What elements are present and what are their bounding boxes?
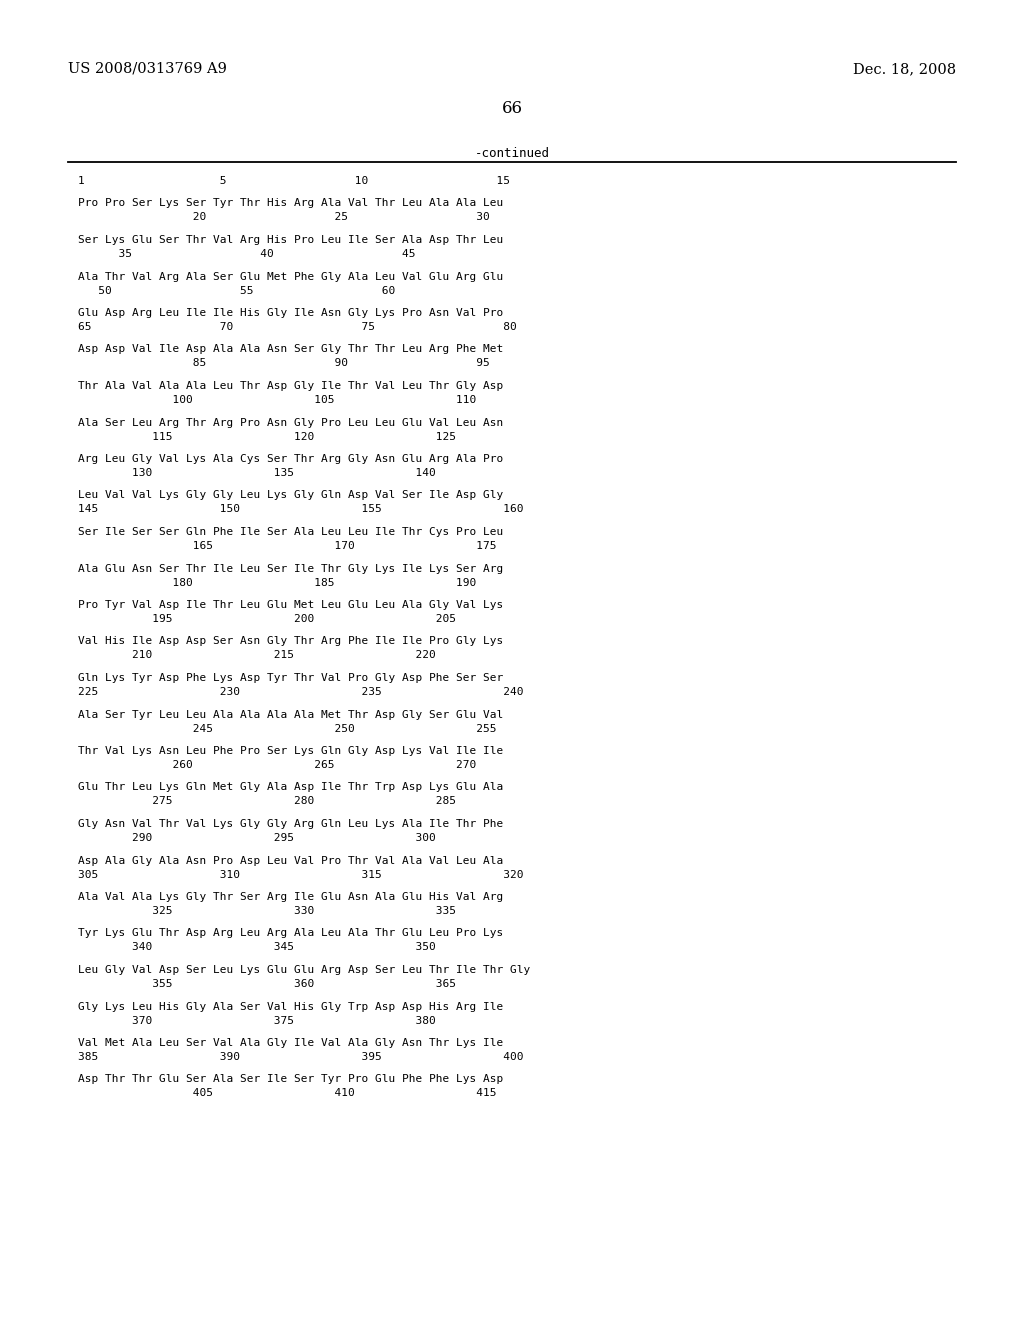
Text: 325                  330                  335: 325 330 335 — [78, 906, 456, 916]
Text: 85                   90                   95: 85 90 95 — [78, 359, 489, 368]
Text: 130                  135                  140: 130 135 140 — [78, 469, 436, 478]
Text: Gln Lys Tyr Asp Phe Lys Asp Tyr Thr Val Pro Gly Asp Phe Ser Ser: Gln Lys Tyr Asp Phe Lys Asp Tyr Thr Val … — [78, 673, 503, 682]
Text: -continued: -continued — [474, 147, 550, 160]
Text: Asp Ala Gly Ala Asn Pro Asp Leu Val Pro Thr Val Ala Val Leu Ala: Asp Ala Gly Ala Asn Pro Asp Leu Val Pro … — [78, 855, 503, 866]
Text: 260                  265                  270: 260 265 270 — [78, 760, 476, 770]
Text: Ser Lys Glu Ser Thr Val Arg His Pro Leu Ile Ser Ala Asp Thr Leu: Ser Lys Glu Ser Thr Val Arg His Pro Leu … — [78, 235, 503, 246]
Text: Asp Asp Val Ile Asp Ala Ala Asn Ser Gly Thr Thr Leu Arg Phe Met: Asp Asp Val Ile Asp Ala Ala Asn Ser Gly … — [78, 345, 503, 355]
Text: 355                  360                  365: 355 360 365 — [78, 979, 456, 989]
Text: Glu Thr Leu Lys Gln Met Gly Ala Asp Ile Thr Trp Asp Lys Glu Ala: Glu Thr Leu Lys Gln Met Gly Ala Asp Ile … — [78, 783, 503, 792]
Text: 290                  295                  300: 290 295 300 — [78, 833, 436, 843]
Text: 225                  230                  235                  240: 225 230 235 240 — [78, 686, 523, 697]
Text: Ala Ser Leu Arg Thr Arg Pro Asn Gly Pro Leu Leu Glu Val Leu Asn: Ala Ser Leu Arg Thr Arg Pro Asn Gly Pro … — [78, 417, 503, 428]
Text: 50                   55                   60: 50 55 60 — [78, 285, 395, 296]
Text: 275                  280                  285: 275 280 285 — [78, 796, 456, 807]
Text: Thr Ala Val Ala Ala Leu Thr Asp Gly Ile Thr Val Leu Thr Gly Asp: Thr Ala Val Ala Ala Leu Thr Asp Gly Ile … — [78, 381, 503, 391]
Text: 385                  390                  395                  400: 385 390 395 400 — [78, 1052, 523, 1063]
Text: 165                  170                  175: 165 170 175 — [78, 541, 497, 550]
Text: 1                    5                   10                   15: 1 5 10 15 — [78, 176, 510, 186]
Text: Tyr Lys Glu Thr Asp Arg Leu Arg Ala Leu Ala Thr Glu Leu Pro Lys: Tyr Lys Glu Thr Asp Arg Leu Arg Ala Leu … — [78, 928, 503, 939]
Text: 35                   40                   45: 35 40 45 — [78, 249, 416, 259]
Text: 115                  120                  125: 115 120 125 — [78, 432, 456, 441]
Text: Val His Ile Asp Asp Ser Asn Gly Thr Arg Phe Ile Ile Pro Gly Lys: Val His Ile Asp Asp Ser Asn Gly Thr Arg … — [78, 636, 503, 647]
Text: Val Met Ala Leu Ser Val Ala Gly Ile Val Ala Gly Asn Thr Lys Ile: Val Met Ala Leu Ser Val Ala Gly Ile Val … — [78, 1038, 503, 1048]
Text: 20                   25                   30: 20 25 30 — [78, 213, 489, 223]
Text: 145                  150                  155                  160: 145 150 155 160 — [78, 504, 523, 515]
Text: 180                  185                  190: 180 185 190 — [78, 578, 476, 587]
Text: Dec. 18, 2008: Dec. 18, 2008 — [853, 62, 956, 77]
Text: 245                  250                  255: 245 250 255 — [78, 723, 497, 734]
Text: 305                  310                  315                  320: 305 310 315 320 — [78, 870, 523, 879]
Text: Arg Leu Gly Val Lys Ala Cys Ser Thr Arg Gly Asn Glu Arg Ala Pro: Arg Leu Gly Val Lys Ala Cys Ser Thr Arg … — [78, 454, 503, 465]
Text: Pro Tyr Val Asp Ile Thr Leu Glu Met Leu Glu Leu Ala Gly Val Lys: Pro Tyr Val Asp Ile Thr Leu Glu Met Leu … — [78, 601, 503, 610]
Text: Gly Lys Leu His Gly Ala Ser Val His Gly Trp Asp Asp His Arg Ile: Gly Lys Leu His Gly Ala Ser Val His Gly … — [78, 1002, 503, 1011]
Text: Ala Val Ala Lys Gly Thr Ser Arg Ile Glu Asn Ala Glu His Val Arg: Ala Val Ala Lys Gly Thr Ser Arg Ile Glu … — [78, 892, 503, 902]
Text: Leu Val Val Lys Gly Gly Leu Lys Gly Gln Asp Val Ser Ile Asp Gly: Leu Val Val Lys Gly Gly Leu Lys Gly Gln … — [78, 491, 503, 500]
Text: 195                  200                  205: 195 200 205 — [78, 614, 456, 624]
Text: 100                  105                  110: 100 105 110 — [78, 395, 476, 405]
Text: 66: 66 — [502, 100, 522, 117]
Text: Leu Gly Val Asp Ser Leu Lys Glu Glu Arg Asp Ser Leu Thr Ile Thr Gly: Leu Gly Val Asp Ser Leu Lys Glu Glu Arg … — [78, 965, 530, 975]
Text: 340                  345                  350: 340 345 350 — [78, 942, 436, 953]
Text: Glu Asp Arg Leu Ile Ile His Gly Ile Asn Gly Lys Pro Asn Val Pro: Glu Asp Arg Leu Ile Ile His Gly Ile Asn … — [78, 308, 503, 318]
Text: Thr Val Lys Asn Leu Phe Pro Ser Lys Gln Gly Asp Lys Val Ile Ile: Thr Val Lys Asn Leu Phe Pro Ser Lys Gln … — [78, 746, 503, 756]
Text: 65                   70                   75                   80: 65 70 75 80 — [78, 322, 517, 333]
Text: Ala Glu Asn Ser Thr Ile Leu Ser Ile Thr Gly Lys Ile Lys Ser Arg: Ala Glu Asn Ser Thr Ile Leu Ser Ile Thr … — [78, 564, 503, 573]
Text: Ser Ile Ser Ser Gln Phe Ile Ser Ala Leu Leu Ile Thr Cys Pro Leu: Ser Ile Ser Ser Gln Phe Ile Ser Ala Leu … — [78, 527, 503, 537]
Text: 405                  410                  415: 405 410 415 — [78, 1089, 497, 1098]
Text: Ala Thr Val Arg Ala Ser Glu Met Phe Gly Ala Leu Val Glu Arg Glu: Ala Thr Val Arg Ala Ser Glu Met Phe Gly … — [78, 272, 503, 281]
Text: Pro Pro Ser Lys Ser Tyr Thr His Arg Ala Val Thr Leu Ala Ala Leu: Pro Pro Ser Lys Ser Tyr Thr His Arg Ala … — [78, 198, 503, 209]
Text: Gly Asn Val Thr Val Lys Gly Gly Arg Gln Leu Lys Ala Ile Thr Phe: Gly Asn Val Thr Val Lys Gly Gly Arg Gln … — [78, 818, 503, 829]
Text: Asp Thr Thr Glu Ser Ala Ser Ile Ser Tyr Pro Glu Phe Phe Lys Asp: Asp Thr Thr Glu Ser Ala Ser Ile Ser Tyr … — [78, 1074, 503, 1085]
Text: US 2008/0313769 A9: US 2008/0313769 A9 — [68, 62, 227, 77]
Text: Ala Ser Tyr Leu Leu Ala Ala Ala Ala Met Thr Asp Gly Ser Glu Val: Ala Ser Tyr Leu Leu Ala Ala Ala Ala Met … — [78, 710, 503, 719]
Text: 210                  215                  220: 210 215 220 — [78, 651, 436, 660]
Text: 370                  375                  380: 370 375 380 — [78, 1015, 436, 1026]
